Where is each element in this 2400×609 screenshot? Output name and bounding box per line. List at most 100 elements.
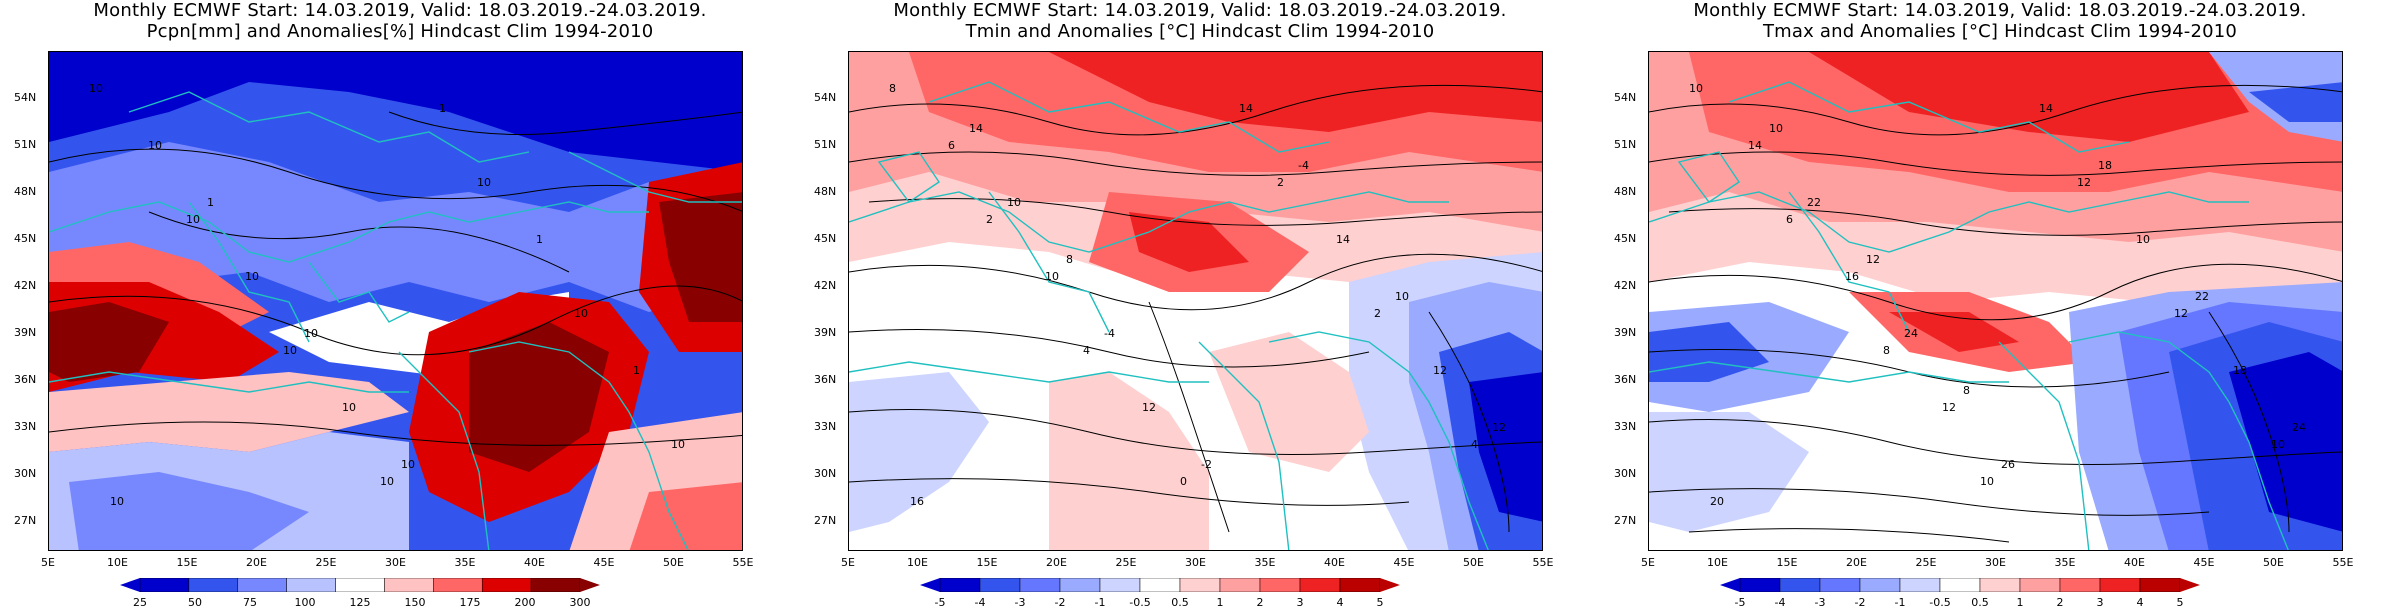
colorbar-label: 300: [569, 596, 591, 609]
contour-label: 10: [110, 495, 124, 508]
colorbar-swatch: [2019, 578, 2061, 592]
contour-label: 0: [1180, 475, 1187, 488]
longitude-label: 20E: [1046, 556, 1067, 569]
colorbar-swatch: [1859, 578, 1901, 592]
contour-label: 1: [633, 364, 640, 377]
contour-label: 22: [2195, 290, 2209, 303]
contour-label: 8: [1963, 384, 1970, 397]
latitude-label: 42N: [14, 279, 37, 292]
longitude-label: 40E: [524, 556, 545, 569]
longitude-label: 20E: [246, 556, 267, 569]
colorbar-label: 0.5: [1971, 596, 1989, 609]
longitude-label: 50E: [663, 556, 684, 569]
colorbar-label: -0.5: [1129, 596, 1151, 609]
colorbar-swatch: [1099, 578, 1141, 592]
colorbar-label: 2: [2056, 596, 2064, 609]
latitude-label: 54N: [814, 91, 837, 104]
contour-label: 4: [1471, 438, 1478, 451]
contour-label: 10: [1689, 82, 1703, 95]
latitude-label: 36N: [814, 373, 837, 386]
latitude-label: 27N: [1614, 514, 1637, 527]
latitude-label: 48N: [1614, 185, 1637, 198]
latitude-label: 54N: [14, 91, 37, 104]
contour-label: 8: [1883, 344, 1890, 357]
latitude-label: 45N: [1614, 232, 1637, 245]
latitude-label: 30N: [14, 467, 37, 480]
contour-labels: 8 2 4 0 2 2 4 6 10 12 14 14 12 16 10 -4 -2 -4 10 12 14 8: [889, 82, 1506, 508]
tmin-panel: Monthly ECMWF Start: 14.03.2019, Valid: …: [800, 0, 1600, 609]
contour-label: 1: [536, 233, 543, 246]
contour-label: 10: [380, 475, 394, 488]
longitude-label: 25E: [315, 556, 337, 569]
latitude-label: 51N: [14, 138, 37, 151]
colorbar-swatch: [1899, 578, 1941, 592]
contour-label: 20: [1710, 495, 1724, 508]
contour-label: 2: [986, 213, 993, 226]
contour-label: 14: [1748, 139, 1762, 152]
contour-labels: 10 6 8 10 12 12 10 14 16 12 14 10 18 20 22 24 26 18 22 24 10…: [1689, 82, 2306, 508]
colorbar-label: -3: [1014, 596, 1026, 609]
contour-label: 22: [1807, 196, 1821, 209]
contour-label: 2: [1374, 307, 1381, 320]
latitude-label: 33N: [814, 420, 837, 433]
longitude-label: 5E: [841, 556, 855, 569]
colorbar-swatch: [481, 578, 532, 592]
colorbar-label: -3: [1814, 596, 1826, 609]
colorbar-swatch: [139, 578, 190, 592]
colorbar-label: 50: [188, 596, 202, 609]
longitude-label: 30E: [1185, 556, 1206, 569]
colorbar-label: 100: [294, 596, 316, 609]
colorbar-label: 4: [1336, 596, 1344, 609]
title-line-1: Monthly ECMWF Start: 14.03.2019, Valid: …: [1693, 0, 2307, 21]
longitude-label: 35E: [1254, 556, 1276, 569]
colorbar-label: 1: [1216, 596, 1224, 609]
contour-label: 8: [1066, 253, 1073, 266]
contour-label: 12: [1142, 401, 1156, 414]
contour-label: 8: [889, 82, 896, 95]
longitude-label: 25E: [1915, 556, 1937, 569]
latitude-label: 39N: [814, 326, 837, 339]
colorbar-arrow-left: [120, 578, 140, 592]
contour-label: 14: [969, 122, 983, 135]
longitude-label: 35E: [2054, 556, 2076, 569]
colorbar-label: -5: [934, 596, 946, 609]
longitude-label: 40E: [1324, 556, 1345, 569]
colorbar-swatch: [1219, 578, 1261, 592]
colorbar-swatch: [1979, 578, 2021, 592]
contour-label: 10: [342, 401, 356, 414]
contour-label: 2: [1277, 176, 1284, 189]
colorbar-label: -1: [1894, 596, 1906, 609]
colorbar-label: 5: [2176, 596, 2184, 609]
colorbar-arrow-left: [920, 578, 940, 592]
colorbar-label: 4: [2136, 596, 2144, 609]
contour-label: 10: [2271, 438, 2285, 451]
latitude-label: 48N: [14, 185, 37, 198]
contour-label: 16: [1845, 270, 1859, 283]
colorbar-swatch: [1139, 578, 1181, 592]
contour-label: 1: [207, 196, 214, 209]
colorbar-label: 0.5: [1171, 596, 1189, 609]
contour-label: 10: [671, 438, 685, 451]
colorbar-label: 175: [459, 596, 481, 609]
colorbar-label: -5: [1734, 596, 1746, 609]
title-line-1: Monthly ECMWF Start: 14.03.2019, Valid: …: [93, 0, 707, 21]
contour-label: 14: [1336, 233, 1350, 246]
latitude-label: 42N: [1614, 279, 1637, 292]
colorbar-label: -2: [1854, 596, 1866, 609]
contour-label: 14: [1239, 102, 1253, 115]
contour-label: 10: [283, 344, 297, 357]
colorbar-arrow-left: [1720, 578, 1740, 592]
colorbar-swatch: [1939, 578, 1981, 592]
longitude-label: 55E: [2332, 556, 2354, 569]
colorbar-label: -1: [1094, 596, 1106, 609]
contour-label: 16: [910, 495, 924, 508]
contour-label: 10: [401, 458, 415, 471]
colorbar-swatch: [433, 578, 483, 592]
latitude-label: 45N: [814, 232, 837, 245]
colorbar-swatch: [1059, 578, 1101, 592]
contour-label: 10: [245, 270, 259, 283]
colorbar-swatch: [2059, 578, 2101, 592]
title-line-1: Monthly ECMWF Start: 14.03.2019, Valid: …: [893, 0, 1507, 21]
title-line-2: Pcpn[mm] and Anomalies[%] Hindcast Clim …: [146, 21, 654, 42]
tmax-map: 10 6 8 10 12 12 10 14 16 12 14 10 18 20 22 24 26 18 22 24 10…: [1648, 51, 2343, 551]
